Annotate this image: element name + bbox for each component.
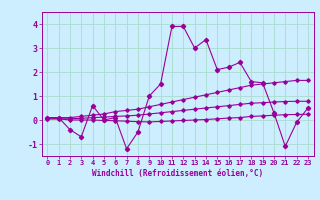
X-axis label: Windchill (Refroidissement éolien,°C): Windchill (Refroidissement éolien,°C) <box>92 169 263 178</box>
